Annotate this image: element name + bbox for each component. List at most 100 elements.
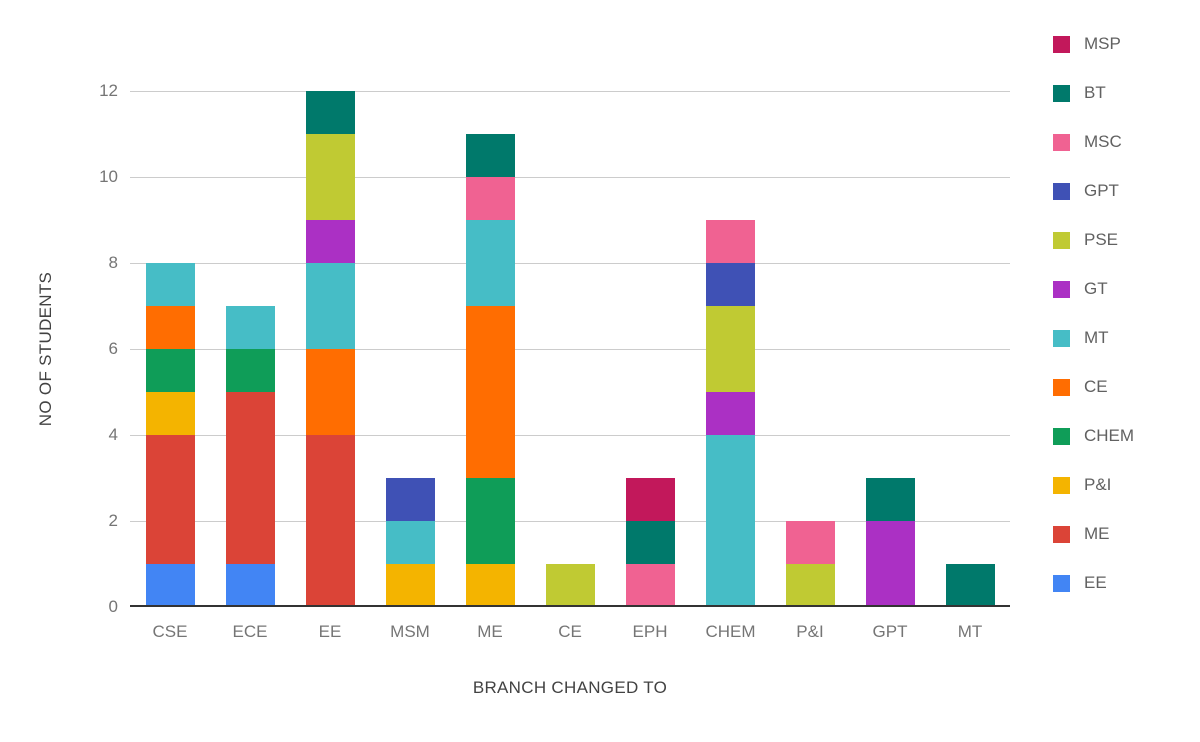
bar-segment-EE-BT[interactable] [305,91,355,134]
bar-segment-ME-BT[interactable] [465,134,515,177]
bar-CHEM[interactable] [705,220,755,607]
bar-segment-P&I-MSC[interactable] [785,521,835,564]
bar-MSM[interactable] [385,478,435,607]
legend-item-BT: BT [1053,82,1134,104]
legend-label: MSC [1084,132,1122,151]
bar-segment-CSE-EE[interactable] [145,564,195,607]
legend-item-ME: ME [1053,523,1134,545]
bar-segment-CSE-ME[interactable] [145,435,195,564]
bar-segment-CSE-CHEM[interactable] [145,349,195,392]
bar-GPT[interactable] [865,478,915,607]
bar-segment-ECE-CHEM[interactable] [225,349,275,392]
legend-swatch-MSC [1053,133,1070,151]
legend-label: CE [1084,377,1108,396]
legend-label: EE [1084,573,1107,592]
legend-label: GPT [1084,181,1119,200]
bar-segment-CHEM-GPT[interactable] [705,263,755,306]
legend-swatch-GT [1053,280,1070,298]
bar-segment-CHEM-MSC[interactable] [705,220,755,263]
bar-segment-ME-P&I[interactable] [465,564,515,607]
legend-swatch-EE [1053,574,1070,592]
legend-label: PSE [1084,230,1119,249]
bar-segment-CE-PSE[interactable] [545,564,595,607]
y-axis-tick-8: 8 [108,253,118,272]
bar-segment-MSM-GPT[interactable] [385,478,435,521]
bar-segment-ME-CHEM[interactable] [465,478,515,564]
y-axis-tick-12: 12 [99,81,118,100]
bar-segment-ME-CE[interactable] [465,306,515,478]
x-axis-tick-MT: MT [957,622,983,641]
x-axis-tick-CSE: CSE [152,622,188,641]
x-axis-tick-CHEM: CHEM [705,622,756,641]
bar-ME[interactable] [465,134,515,607]
gridline [130,263,1010,264]
bar-EE[interactable] [305,91,355,607]
plot-area [130,91,1010,607]
gridline [130,435,1010,436]
legend-item-P&I: P&I [1053,474,1134,496]
legend-label: CHEM [1084,426,1135,445]
legend-swatch-MSP [1053,35,1070,53]
bar-segment-EPH-MSP[interactable] [625,478,675,521]
bar-CSE[interactable] [145,263,195,607]
x-axis-tick-ME: ME [477,622,503,641]
gridline [130,177,1010,178]
bar-P&I[interactable] [785,521,835,607]
legend: MSP BT MSC GPT PSE GT MT CE CHEM P&I ME EE [1053,33,1134,621]
legend-item-EE: EE [1053,572,1134,594]
legend-label: GT [1084,279,1108,298]
legend-item-CE: CE [1053,376,1134,398]
bar-segment-CHEM-MT[interactable] [705,435,755,607]
bar-segment-ECE-MT[interactable] [225,306,275,349]
bar-segment-GPT-GT[interactable] [865,521,915,607]
legend-label: P&I [1084,475,1112,494]
y-axis-tick-0: 0 [108,597,118,616]
bar-segment-ECE-ME[interactable] [225,392,275,564]
y-axis-tick-4: 4 [108,425,118,444]
legend-swatch-GPT [1053,182,1070,200]
legend-label: MSP [1084,34,1121,53]
bar-segment-CSE-P&I[interactable] [145,392,195,435]
x-axis-tick-CE: CE [558,622,582,641]
x-axis-tick-GPT: GPT [872,622,908,641]
legend-item-CHEM: CHEM [1053,425,1134,447]
bar-segment-EE-CE[interactable] [305,349,355,435]
bar-segment-GPT-BT[interactable] [865,478,915,521]
bar-CE[interactable] [545,564,595,607]
legend-label: BT [1084,83,1106,102]
bar-segment-ME-MT[interactable] [465,220,515,306]
bar-segment-CHEM-GT[interactable] [705,392,755,435]
x-axis-tick-EE: EE [318,622,342,641]
bar-segment-EE-GT[interactable] [305,220,355,263]
x-axis-tick-MSM: MSM [390,622,430,641]
bar-MT[interactable] [945,564,995,607]
legend-item-MT: MT [1053,327,1134,349]
legend-swatch-PSE [1053,231,1070,249]
bar-segment-MSM-P&I[interactable] [385,564,435,607]
bar-segment-P&I-PSE[interactable] [785,564,835,607]
bar-segment-EPH-MSC[interactable] [625,564,675,607]
bar-segment-EE-PSE[interactable] [305,134,355,220]
bar-segment-CSE-CE[interactable] [145,306,195,349]
x-axis-tick-EPH: EPH [632,622,668,641]
legend-item-MSP: MSP [1053,33,1134,55]
bar-segment-MSM-MT[interactable] [385,521,435,564]
legend-item-MSC: MSC [1053,131,1134,153]
gridline [130,91,1010,92]
bar-segment-ECE-EE[interactable] [225,564,275,607]
bar-segment-CHEM-PSE[interactable] [705,306,755,392]
legend-swatch-BT [1053,84,1070,102]
bar-segment-MT-BT[interactable] [945,564,995,607]
bar-segment-EE-ME[interactable] [305,435,355,607]
x-axis-baseline [130,605,1010,607]
bar-segment-CSE-MT[interactable] [145,263,195,306]
bar-segment-ME-MSC[interactable] [465,177,515,220]
bar-segment-EPH-BT[interactable] [625,521,675,564]
legend-swatch-P&I [1053,476,1070,494]
bar-EPH[interactable] [625,478,675,607]
bar-segment-EE-MT[interactable] [305,263,355,349]
legend-item-GT: GT [1053,278,1134,300]
y-axis-title: NO OF STUDENTS [36,271,55,427]
bar-ECE[interactable] [225,306,275,607]
